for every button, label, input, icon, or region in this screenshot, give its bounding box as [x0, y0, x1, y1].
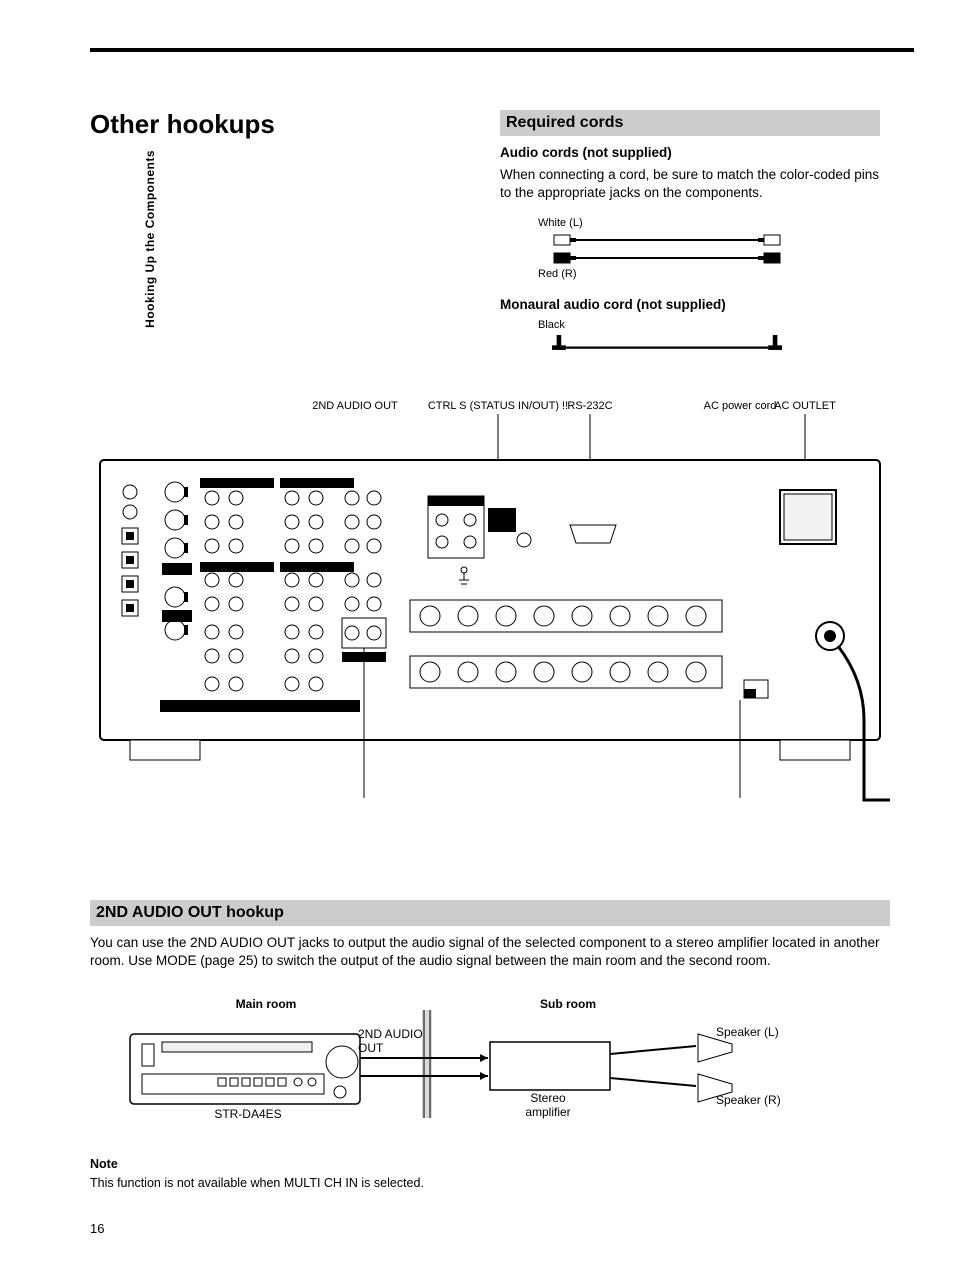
rear-panel-svg [90, 400, 890, 820]
left-column: Other hookups [90, 110, 460, 160]
right-column: Required cords Audio cords (not supplied… [500, 110, 880, 379]
required-cords-heading: Required cords [500, 110, 880, 136]
rs232c-callout: RS-232C [555, 400, 625, 413]
ctrl-s-callout: CTRL S (STATUS IN/OUT) !! [418, 400, 578, 413]
top-rule [90, 48, 914, 52]
stereo-cable-icon [552, 233, 782, 267]
second-audio-out-callout: 2ND AUDIO OUT [290, 400, 420, 413]
second-audio-out-desc: You can use the 2ND AUDIO OUT jacks to o… [90, 934, 880, 970]
page-number: 16 [90, 1220, 104, 1238]
audio-cords-desc: When connecting a cord, be sure to match… [500, 166, 880, 202]
sub-room-label: Sub room [518, 998, 618, 1012]
second-audio-out-mini-label: 2ND AUDIO OUT [358, 1028, 428, 1056]
side-tab-label: Hooking Up the Components [142, 150, 158, 328]
white-l-label: White (L) [538, 216, 880, 231]
main-room-label: Main room [216, 998, 316, 1012]
room-layout-figure: Main room Sub room STR [120, 1004, 780, 1124]
second-audio-out-heading: 2ND AUDIO OUT hookup [90, 900, 890, 926]
mono-cord-label: Monaural audio cord (not supplied) [500, 296, 880, 314]
stereo-amp-label: Stereo amplifier [498, 1092, 598, 1120]
black-label: Black [538, 318, 880, 333]
page-title: Other hookups [90, 110, 460, 140]
multiroom-section: 2ND AUDIO OUT hookup You can use the 2ND… [90, 900, 890, 984]
rear-panel-diagram: CTRL S (STATUS IN/OUT) !! RS-232C AC OUT… [90, 400, 890, 820]
ac-cord-callout: AC power cord [685, 400, 795, 413]
speaker-r-label: Speaker (R) [716, 1094, 796, 1108]
audio-cords-label: Audio cords (not supplied) [500, 144, 880, 162]
note-heading: Note [90, 1156, 880, 1173]
note-block: Note This function is not available when… [90, 1156, 880, 1192]
note-body: This function is not available when MULT… [90, 1175, 880, 1192]
speaker-l-label: Speaker (L) [716, 1026, 796, 1040]
receiver-model-label: STR-DA4ES [198, 1108, 298, 1122]
mono-cable-icon [552, 335, 782, 365]
red-r-label: Red (R) [538, 267, 880, 282]
